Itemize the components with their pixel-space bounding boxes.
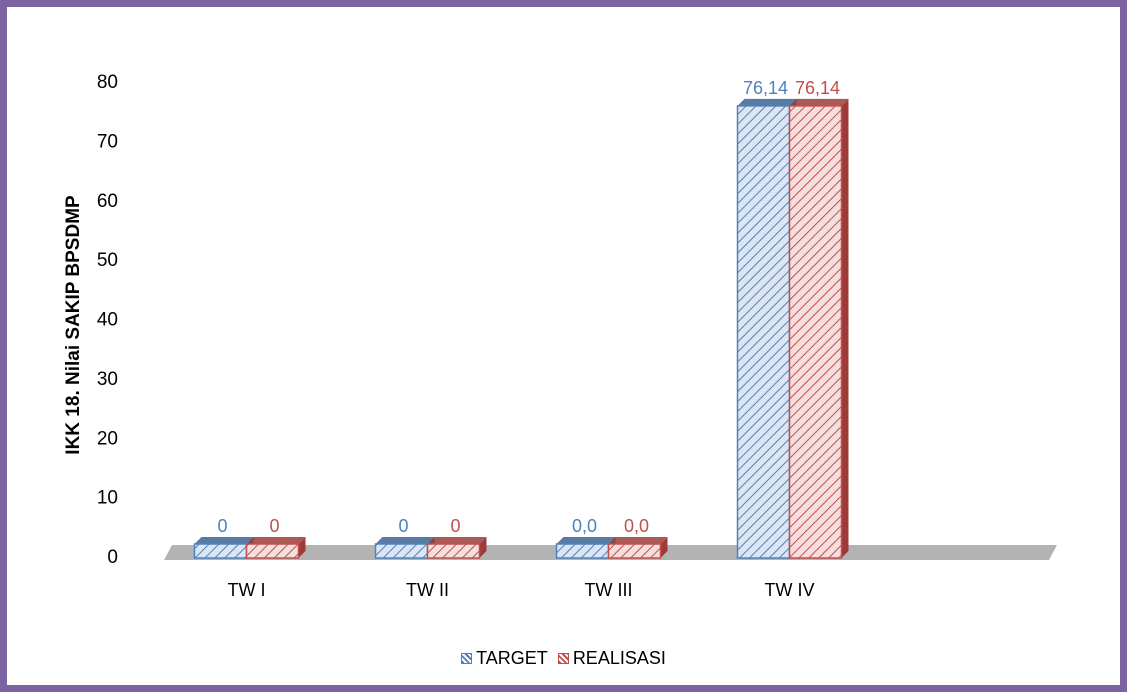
data-label: 0 — [269, 516, 279, 536]
bar-top — [789, 98, 849, 106]
data-label: 0 — [450, 516, 460, 536]
y-tick-label: 70 — [97, 131, 118, 152]
legend: TARGET REALISASI — [0, 648, 1127, 669]
legend-label-target: TARGET — [476, 648, 548, 668]
legend-swatch-target — [461, 653, 473, 664]
bar-target — [555, 543, 610, 559]
bar-realisasi — [426, 543, 481, 559]
x-axis: TW I TW II TW III TW IV — [228, 580, 815, 600]
y-tick-label: 0 — [107, 547, 118, 568]
bar-top — [246, 537, 306, 544]
legend-item-target: TARGET — [461, 648, 548, 669]
bar-top — [194, 537, 254, 544]
x-tick-label: TW IV — [765, 580, 815, 600]
y-tick-label: 50 — [97, 250, 118, 271]
data-label: 0,0 — [572, 516, 597, 536]
x-tick-label: TW II — [406, 580, 449, 600]
y-tick-label: 10 — [97, 488, 118, 509]
y-axis: 0 10 20 30 40 50 60 70 80 — [97, 72, 118, 568]
y-tick-label: 80 — [97, 72, 118, 93]
data-label: 76,14 — [795, 78, 840, 98]
data-label: 0 — [217, 516, 227, 536]
legend-item-realisasi: REALISASI — [557, 648, 666, 669]
bar-top — [427, 537, 487, 544]
bar-realisasi — [245, 543, 300, 559]
bar-top — [375, 537, 435, 544]
y-tick-label: 30 — [97, 369, 118, 390]
bar-side — [841, 98, 849, 558]
x-tick-label: TW I — [228, 580, 266, 600]
bar-realisasi — [788, 105, 843, 559]
bar-realisasi — [607, 543, 662, 559]
y-tick-label: 40 — [97, 310, 118, 331]
data-label: 0 — [398, 516, 408, 536]
data-labels: 0 0 0 0 0,0 0,0 76,14 76,14 — [217, 78, 840, 536]
y-axis-title: IKK 18. Nilai SAKIP BPSDMP — [63, 195, 84, 455]
bars — [193, 98, 849, 559]
bar-target — [736, 105, 791, 559]
y-tick-label: 60 — [97, 191, 118, 212]
legend-label-realisasi: REALISASI — [572, 648, 666, 668]
x-tick-label: TW III — [585, 580, 633, 600]
legend-swatch-realisasi — [557, 653, 569, 664]
bar-target — [193, 543, 248, 559]
data-label: 0,0 — [624, 516, 649, 536]
bar-top — [608, 537, 668, 544]
y-tick-label: 20 — [97, 428, 118, 449]
data-label: 76,14 — [743, 78, 788, 98]
bar-top — [737, 98, 797, 106]
bar-top — [556, 537, 616, 544]
bar-target — [374, 543, 429, 559]
